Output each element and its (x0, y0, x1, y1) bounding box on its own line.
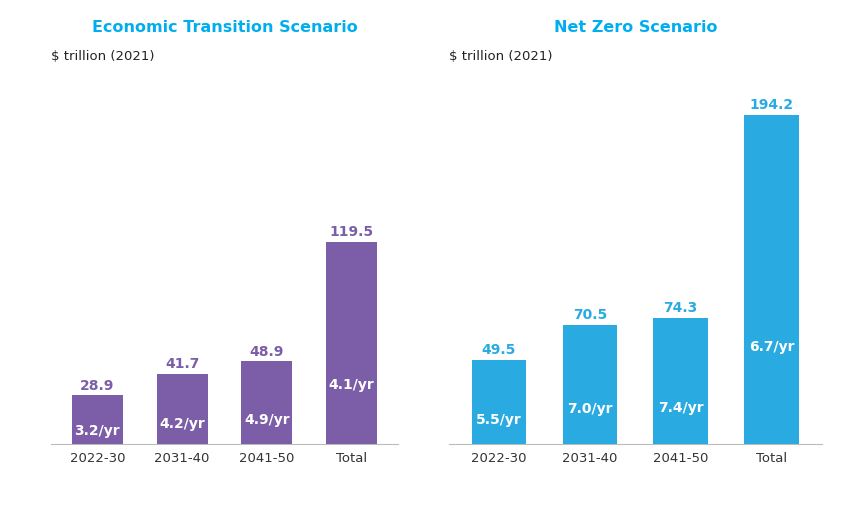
Text: Economic Transition Scenario: Economic Transition Scenario (91, 20, 357, 35)
Text: 70.5: 70.5 (573, 307, 607, 321)
Bar (472, 361, 526, 444)
Text: 119.5: 119.5 (329, 225, 374, 239)
Bar (745, 116, 799, 444)
Text: 74.3: 74.3 (663, 300, 698, 315)
Text: $ trillion (2021): $ trillion (2021) (51, 50, 154, 63)
Text: 7.4/yr: 7.4/yr (658, 400, 704, 414)
Text: 49.5: 49.5 (482, 342, 516, 357)
Bar (157, 374, 208, 444)
Text: 5.5/yr: 5.5/yr (476, 412, 522, 426)
Bar (326, 242, 377, 444)
Text: 7.0/yr: 7.0/yr (567, 401, 612, 416)
Text: 4.1/yr: 4.1/yr (329, 377, 374, 391)
Text: 41.7: 41.7 (165, 357, 199, 371)
Bar (241, 362, 292, 444)
Text: 6.7/yr: 6.7/yr (749, 339, 794, 353)
Text: 28.9: 28.9 (80, 378, 114, 392)
Text: 3.2/yr: 3.2/yr (75, 423, 120, 437)
Text: Net Zero Scenario: Net Zero Scenario (553, 20, 717, 35)
Text: $ trillion (2021): $ trillion (2021) (449, 50, 552, 63)
Bar (562, 325, 617, 444)
Text: 4.9/yr: 4.9/yr (244, 413, 290, 427)
Text: 4.2/yr: 4.2/yr (159, 416, 205, 430)
Text: 48.9: 48.9 (250, 344, 284, 359)
Text: 194.2: 194.2 (750, 98, 794, 112)
Bar (72, 395, 123, 444)
Bar (653, 319, 708, 444)
